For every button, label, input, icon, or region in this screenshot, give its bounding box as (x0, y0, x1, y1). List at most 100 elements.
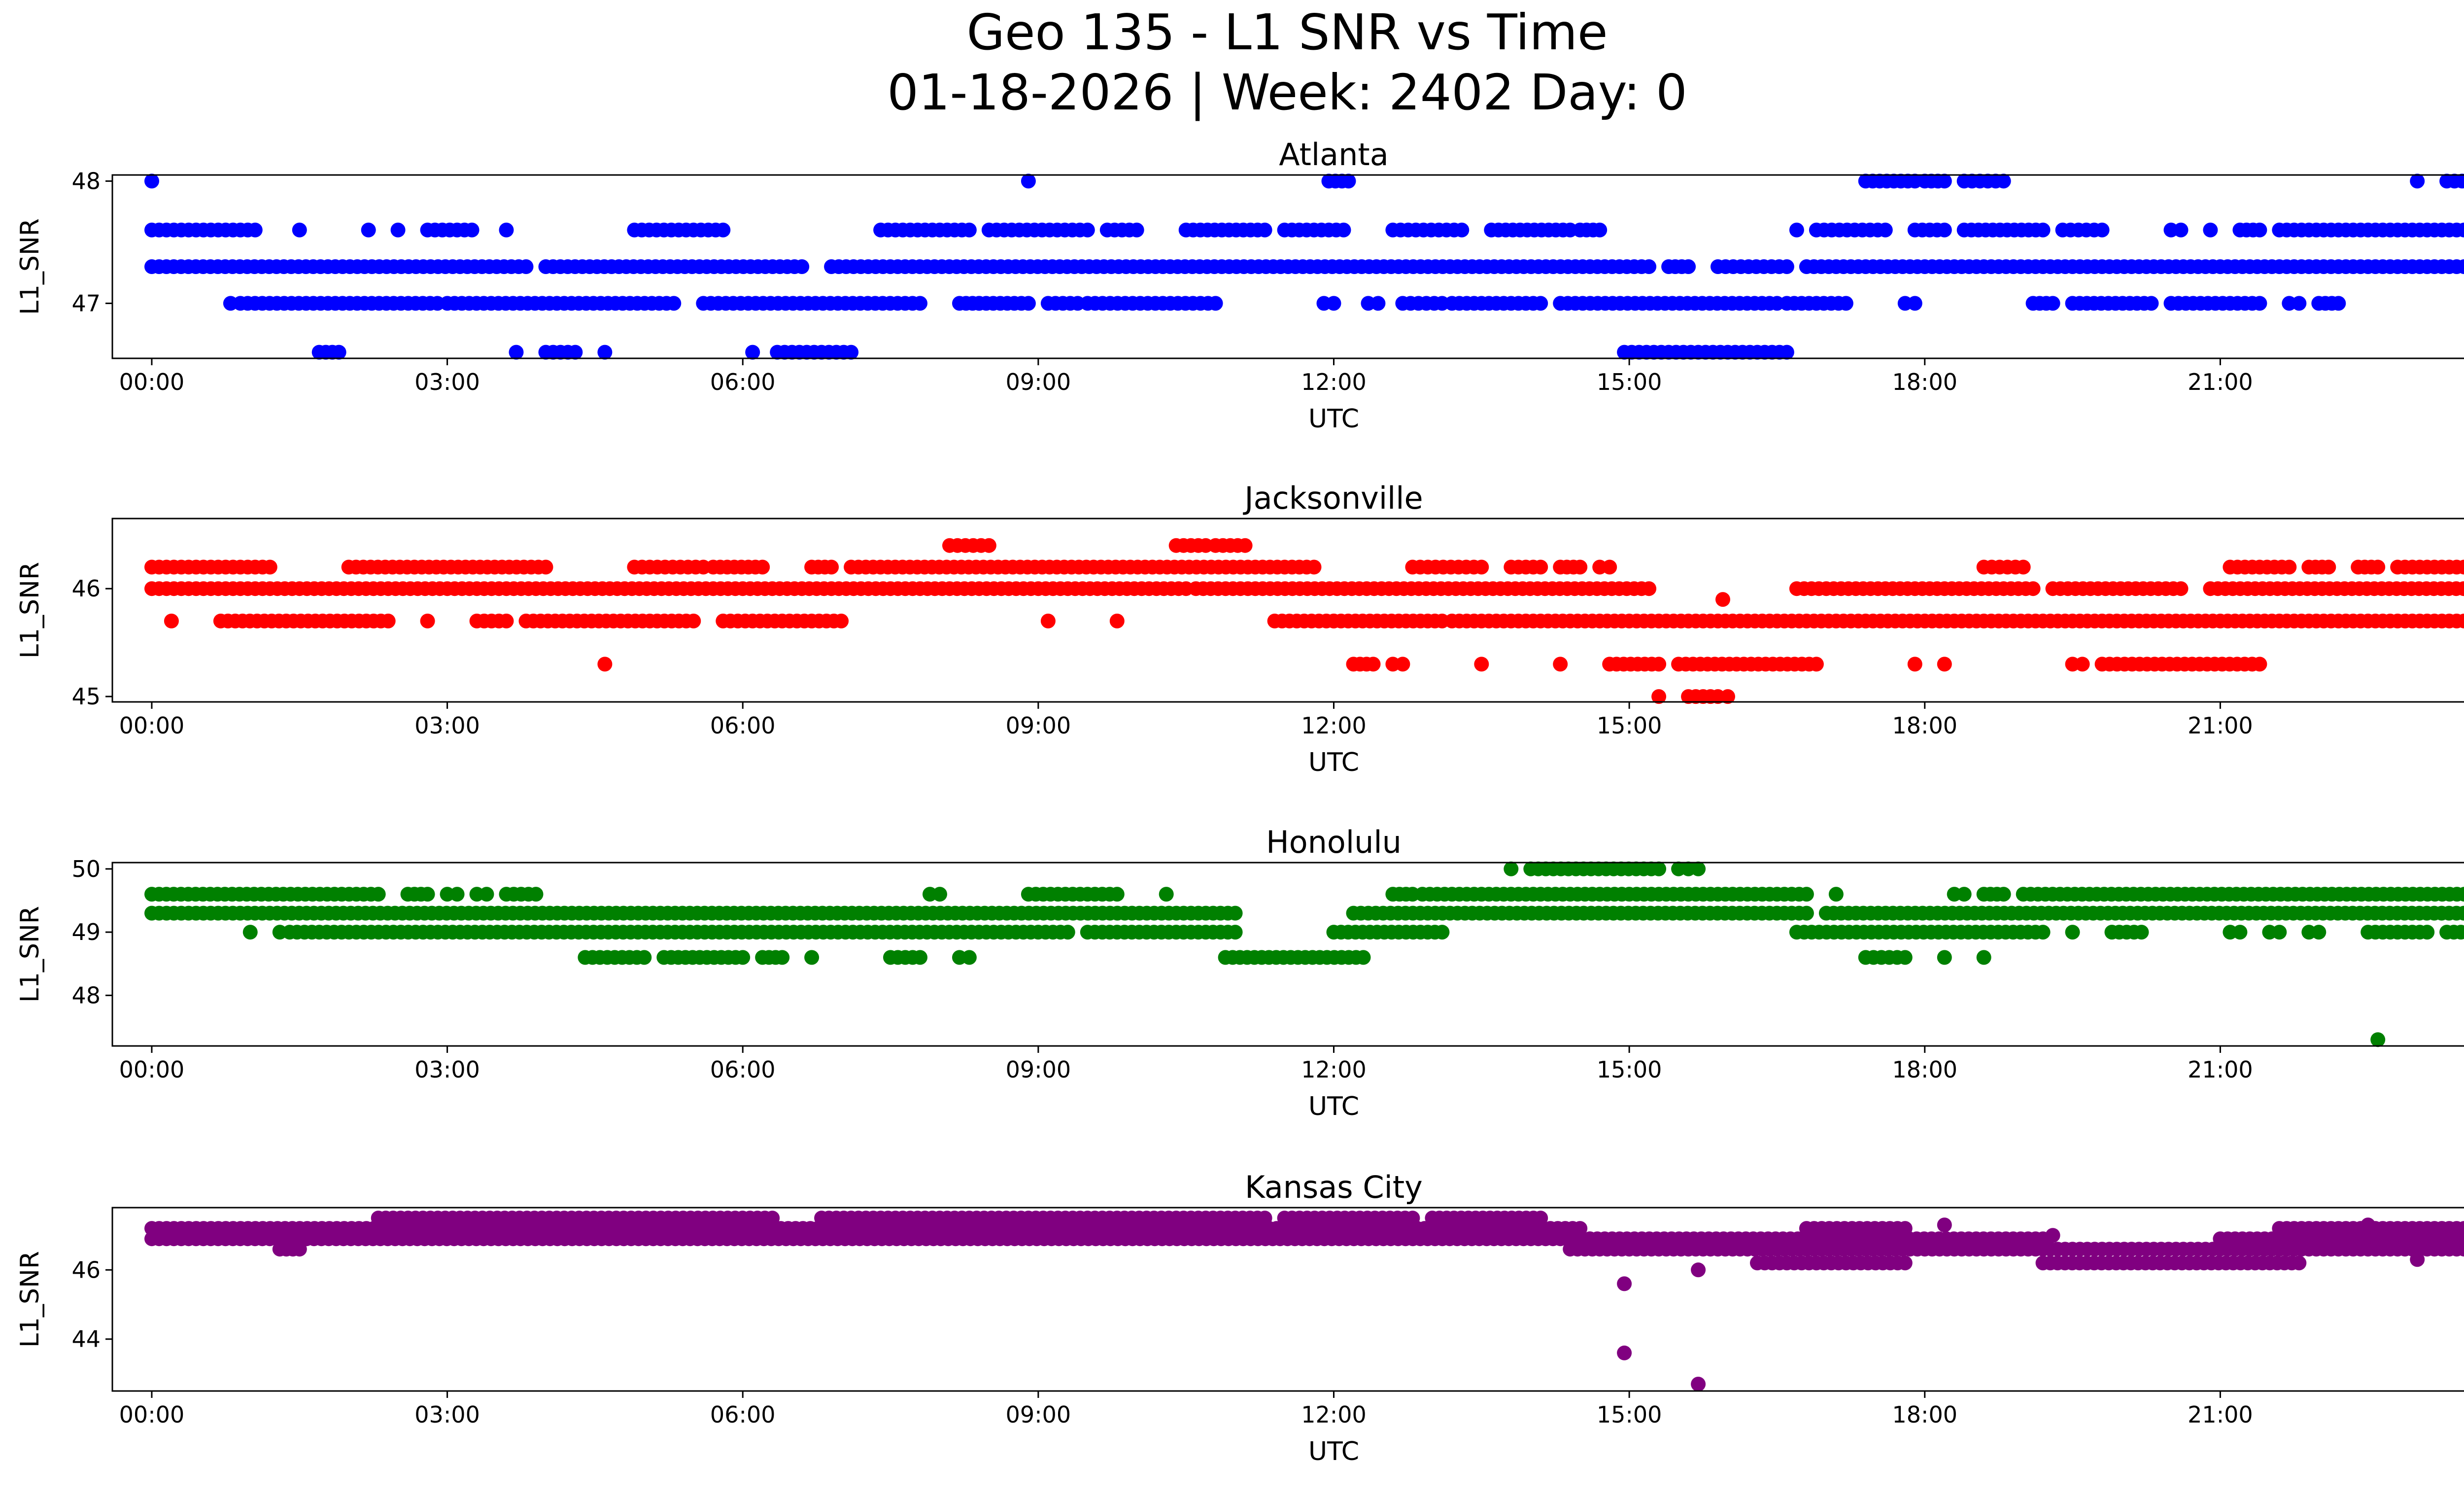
data-point (464, 222, 479, 238)
data-point (247, 222, 263, 238)
data-point (2410, 174, 2425, 189)
data-point (2462, 176, 2464, 186)
data-point (1553, 657, 1568, 672)
data-point (2035, 925, 2051, 940)
x-tick-label: 12:00 (1301, 712, 1367, 739)
data-point (292, 1242, 307, 1257)
subplot-honolulu: Honolulu 00:00 03:00 06:00 09:00 12:00 15:00 18… (15, 824, 2464, 1121)
data-point (2065, 925, 2080, 940)
y-tick-label: 45 (71, 683, 101, 710)
data-point (1651, 689, 1667, 704)
data-point (735, 950, 751, 965)
data-point (666, 296, 682, 311)
data-point (2282, 559, 2297, 575)
data-point (1237, 538, 1253, 553)
data-point (1976, 950, 1991, 965)
data-point (913, 950, 927, 965)
data-point (420, 613, 435, 628)
x-tick-label: 09:00 (1006, 1056, 1071, 1083)
series-markers (144, 538, 2464, 704)
data-point (1109, 887, 1125, 902)
x-tick-label: 18:00 (1892, 1401, 1957, 1428)
data-point (1435, 925, 1450, 940)
data-point (1257, 222, 1272, 238)
x-tick-label: 12:00 (1301, 369, 1367, 395)
data-point (2094, 222, 2110, 238)
x-tick-label: 03:00 (414, 369, 480, 395)
data-point (390, 222, 406, 238)
x-tick-label: 18:00 (1892, 1056, 1957, 1083)
data-point (371, 887, 386, 902)
data-point (1405, 1211, 1420, 1226)
x-tick-label: 00:00 (119, 1401, 185, 1428)
data-point (1809, 657, 1824, 672)
data-point (1533, 559, 1548, 575)
data-point (1838, 296, 1853, 311)
data-point (292, 222, 307, 238)
data-point (1602, 559, 1617, 575)
data-point (1080, 222, 1095, 238)
data-point (1504, 861, 1519, 876)
data-point (1109, 613, 1125, 628)
series-markers (144, 1211, 2464, 1391)
data-point-outlier (2370, 1032, 2386, 1047)
subplot-atlanta: Atlanta 00:00 03:00 06:00 09:00 12:00 15:00 18:… (15, 137, 2464, 434)
data-point (2455, 174, 2464, 189)
data-point (686, 613, 701, 628)
data-point (716, 222, 731, 238)
data-point (1356, 950, 1371, 965)
data-point (2134, 925, 2149, 940)
data-point (1040, 613, 1056, 628)
data-point (794, 259, 810, 274)
x-tick-label: 00:00 (119, 1056, 185, 1083)
x-tick-label: 12:00 (1301, 1056, 1367, 1083)
data-point (262, 559, 277, 575)
x-tick-label: 21:00 (2188, 1401, 2253, 1428)
x-tick-label: 15:00 (1597, 1401, 1662, 1428)
x-tick-label: 15:00 (1597, 712, 1662, 739)
data-point (361, 222, 376, 238)
data-point (2173, 222, 2189, 238)
data-point (1996, 887, 2011, 902)
x-axis-label: UTC (1308, 748, 1359, 777)
data-point (1208, 296, 1223, 311)
y-tick-label: 48 (71, 982, 101, 1008)
subplot-title: Kansas City (1245, 1169, 1423, 1205)
figure-title-line1: Geo 135 - L1 SNR vs Time (967, 3, 1608, 61)
x-axis-label: UTC (1308, 1092, 1359, 1121)
data-point-outlier (1715, 592, 1730, 607)
y-tick-label: 46 (71, 575, 101, 602)
data-point (1651, 861, 1667, 876)
data-point (1799, 887, 1814, 902)
data-point (1779, 259, 1794, 274)
data-point (1366, 657, 1381, 672)
data-point (1779, 345, 1794, 360)
series-markers (144, 174, 2464, 360)
data-point (2232, 925, 2248, 940)
data-point (380, 613, 396, 628)
x-tick-label: 18:00 (1892, 712, 1957, 739)
data-point (1720, 689, 1735, 704)
data-point (1642, 581, 1657, 596)
data-point (1021, 174, 1036, 189)
data-point (844, 345, 859, 360)
data-point (1533, 1211, 1548, 1226)
x-tick-label: 00:00 (119, 369, 185, 395)
data-point (597, 657, 613, 672)
x-tick-label: 03:00 (414, 1401, 480, 1428)
data-point (1799, 905, 1814, 921)
data-point (1336, 222, 1351, 238)
data-point (961, 222, 977, 238)
x-tick-label: 06:00 (710, 369, 776, 395)
data-point-outlier (2045, 1228, 2060, 1243)
data-point-outlier (1937, 1217, 1952, 1233)
data-point (331, 345, 346, 360)
data-point-outlier (2410, 1252, 2425, 1267)
data-point (1021, 296, 1036, 311)
data-point (765, 1211, 780, 1226)
data-point (961, 950, 977, 965)
data-point (1907, 657, 1922, 672)
y-axis-label: L1_SNR (15, 906, 45, 1003)
x-tick-label: 21:00 (2188, 369, 2253, 395)
data-point (2035, 222, 2051, 238)
